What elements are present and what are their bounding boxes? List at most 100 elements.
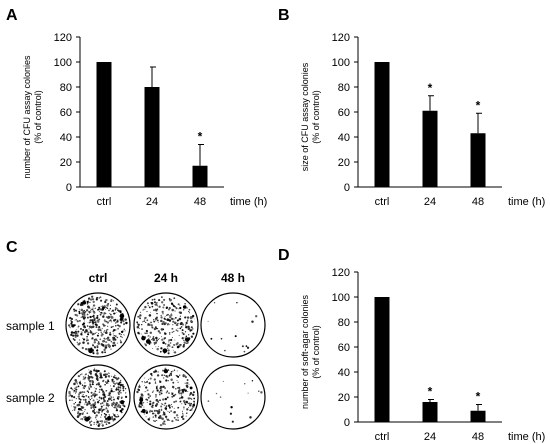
colony-dot xyxy=(164,415,168,418)
colony-dot xyxy=(183,406,185,408)
colony-dot xyxy=(140,333,142,335)
colony-dot xyxy=(163,413,166,416)
colony-dot xyxy=(87,401,90,405)
colony-dot xyxy=(190,408,193,411)
colony-dot xyxy=(244,383,246,385)
colony-dot xyxy=(101,422,103,424)
colony-dot xyxy=(96,420,99,423)
colony-dot xyxy=(96,346,99,349)
colony-dot xyxy=(93,402,97,406)
petri-dish-panel: ctrl 24 h 48 h sample 1 sample 2 xyxy=(6,271,266,430)
colony-dot xyxy=(95,414,98,417)
colony-dot xyxy=(153,341,156,344)
colony-dot xyxy=(140,393,143,396)
colony-dot xyxy=(77,407,81,411)
colony-dot xyxy=(70,387,73,390)
x-category-label: 24 xyxy=(424,431,436,443)
colony-dot xyxy=(169,315,172,319)
colony-dot xyxy=(89,307,91,309)
colony-dot xyxy=(78,381,81,384)
colony-dot xyxy=(107,325,109,327)
colony-dot xyxy=(173,318,175,320)
colony-dot xyxy=(188,407,190,409)
colony-dot xyxy=(157,330,160,333)
colony-dot xyxy=(84,403,86,405)
colony-dot xyxy=(104,373,107,376)
colony-dot xyxy=(176,345,180,349)
colony-dot xyxy=(87,374,90,377)
colony-dot xyxy=(149,336,151,338)
colony-dot xyxy=(82,329,85,331)
colony-dot xyxy=(112,412,114,414)
panel-letter-c: C xyxy=(6,239,18,256)
colony-dot xyxy=(154,414,157,417)
colony-dot xyxy=(90,420,93,423)
colony-dot xyxy=(173,330,175,333)
x-category-label: 48 xyxy=(472,196,484,208)
colony-dot xyxy=(169,419,171,421)
colony-dot xyxy=(114,344,117,347)
colony-dot xyxy=(118,403,120,405)
colony-dot xyxy=(187,325,190,329)
y-tick-label: 100 xyxy=(332,292,350,304)
colony-dot xyxy=(151,404,154,407)
colony-dot xyxy=(87,391,90,394)
colony-dot xyxy=(91,337,94,340)
colony-dot xyxy=(108,309,110,312)
colony-dot xyxy=(71,399,73,401)
colony-dot xyxy=(89,325,92,328)
colony-dot xyxy=(101,424,105,427)
colony-dot xyxy=(186,341,189,344)
colony-dot xyxy=(86,313,89,316)
colony-dot xyxy=(167,410,169,412)
colony-dot xyxy=(68,395,70,397)
colony-dot xyxy=(112,336,116,340)
colony-dot xyxy=(251,320,254,323)
colony-dot xyxy=(162,348,168,354)
colony-dot xyxy=(192,403,196,407)
colony-dot xyxy=(94,367,96,369)
colony-dot xyxy=(81,331,83,333)
colony-dot xyxy=(98,396,101,399)
colony-dot xyxy=(190,398,193,401)
colony-dot xyxy=(75,392,76,394)
colony-dot xyxy=(104,408,106,410)
colony-dot xyxy=(236,302,238,304)
colony-dot xyxy=(94,338,98,341)
colony-dot xyxy=(207,400,210,402)
colony-dot xyxy=(164,343,167,345)
colony-dot xyxy=(100,343,102,345)
colony-dot xyxy=(87,339,89,341)
colony-dot xyxy=(167,380,169,382)
colony-dot xyxy=(146,319,149,322)
colony-dot xyxy=(116,342,118,344)
colony-dot xyxy=(100,397,103,400)
colony-dot xyxy=(161,328,163,331)
colony-dot xyxy=(120,379,122,382)
colony-dot xyxy=(111,381,113,383)
significance-marker: * xyxy=(476,390,481,404)
colony-dot xyxy=(75,388,78,391)
colony-dot xyxy=(115,335,117,337)
colony-dot xyxy=(163,420,166,423)
colony-dot xyxy=(76,383,78,385)
colony-dot xyxy=(170,370,173,373)
colony-dot xyxy=(118,393,120,395)
colony-dot xyxy=(103,413,106,415)
colony-dot xyxy=(103,404,105,406)
colony-dot xyxy=(121,408,124,411)
colony-dot xyxy=(93,308,95,309)
colony-dot xyxy=(98,391,101,393)
colony-dot xyxy=(90,298,93,301)
colony-dot xyxy=(154,344,156,346)
colony-dot xyxy=(89,319,92,322)
colony-dot xyxy=(143,391,145,393)
colony-dot xyxy=(172,394,175,397)
colony-dot xyxy=(92,384,94,386)
colony-dot xyxy=(80,327,82,329)
colony-dot xyxy=(255,315,258,318)
colony-dot xyxy=(73,402,76,405)
colony-dot xyxy=(75,397,78,400)
colony-dot xyxy=(155,346,157,348)
y-tick-label: 120 xyxy=(332,267,350,279)
